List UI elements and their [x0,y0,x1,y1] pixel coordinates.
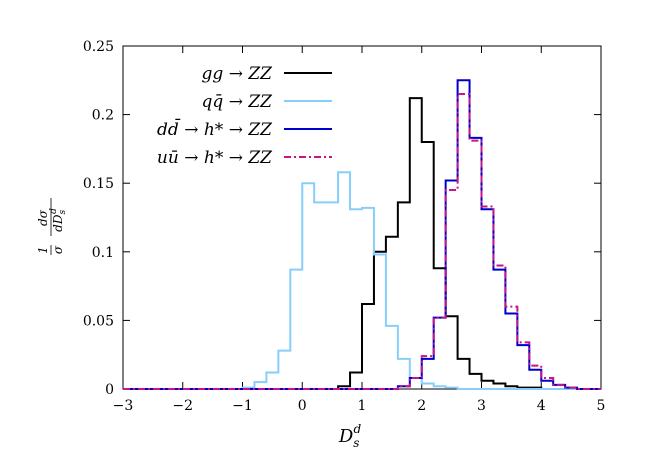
x-tick-label: −1 [232,398,253,414]
x-axis-label: Dsd [338,422,362,450]
y-tick-label: 0 [105,382,114,398]
x-tick-label: 5 [597,398,606,414]
y-label-num2: dσ [36,209,50,226]
series-line-3 [123,93,601,390]
x-tick-label: 0 [298,398,307,414]
y-tick-label: 0.25 [83,39,114,55]
y-tick-label: 0.05 [83,313,114,329]
legend-label: gg → ZZ [202,64,274,84]
y-label-den1: σ [51,245,65,254]
x-tick-label: 1 [358,398,367,414]
legend: gg → ZZ qq̄ → ZZ dd̄ → h* → ZZ uū → h* → ZZ [157,64,332,168]
x-tick-label: −2 [172,398,193,414]
x-tick-label: −3 [113,398,134,414]
y-label-den2-main: dD [51,214,65,232]
x-axis-label-main: D [338,426,354,447]
series-layer [123,79,601,390]
x-tick-label: 2 [417,398,426,414]
legend-label: qq̄ → ZZ [202,92,274,112]
y-label-num1: 1 [36,246,50,254]
y-tick-label: 0.1 [92,245,114,261]
y-label-den2: dDsd [49,208,68,232]
x-tick-label: 4 [537,398,546,414]
x-axis-label-sup: d [353,422,361,436]
y-label-den2-sup: d [49,208,59,214]
legend-label: dd̄ → h* → ZZ [157,117,273,140]
axis-ticks: −3 −2 −1 0 1 2 3 4 5 0 0.05 0.1 0.15 0.2 0.25 [83,39,606,414]
x-tick-label: 3 [477,398,486,414]
legend-label: uū → h* → ZZ [157,148,273,168]
y-label-den2-sub: s [58,210,68,215]
y-tick-label: 0.15 [83,176,114,192]
y-axis-label: 1 σ dσ dDsd [36,198,68,255]
x-axis-label-sub: s [353,436,359,450]
y-tick-label: 0.2 [92,108,114,124]
